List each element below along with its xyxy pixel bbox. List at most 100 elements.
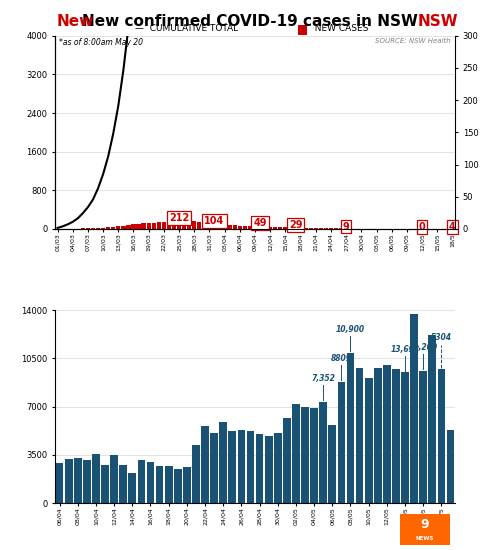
Bar [238,430,245,503]
Text: 5304: 5304 [431,333,452,343]
Bar [338,382,345,503]
Bar [324,228,328,229]
Bar [294,228,298,229]
Bar [428,335,436,503]
Bar [274,433,281,503]
Bar [172,220,176,229]
Bar [273,227,278,229]
Bar [197,222,202,229]
Bar [201,426,209,503]
Bar [174,469,182,503]
Bar [146,462,154,503]
Text: New: New [56,14,94,29]
Bar [110,455,118,503]
Bar [167,221,171,229]
Bar [283,227,288,229]
Text: 104: 104 [204,216,225,226]
Bar [156,222,161,229]
Bar [142,223,146,229]
Bar [310,408,318,503]
Bar [278,227,282,229]
Bar [248,226,252,229]
Bar [246,432,254,503]
Bar [374,368,382,503]
Text: NEW CASES: NEW CASES [309,24,368,33]
Bar [420,371,427,503]
Bar [304,228,308,229]
Text: 7,352: 7,352 [311,374,335,383]
Bar [96,228,100,229]
Text: 49: 49 [254,218,267,228]
Bar [320,402,327,503]
Bar [222,225,227,229]
Bar [263,227,268,229]
Text: 9: 9 [420,518,430,531]
Bar [318,228,323,229]
Text: 212: 212 [169,213,189,223]
Bar [301,406,309,503]
Bar [92,454,100,503]
Bar [228,432,236,503]
Text: 29: 29 [289,221,302,230]
Bar [101,465,109,503]
Bar [74,458,82,503]
Bar [152,223,156,229]
Text: NSW: NSW [418,14,458,29]
Bar [208,223,212,229]
Bar [116,226,120,229]
Bar [65,459,72,503]
Bar [128,473,136,503]
Text: 8809: 8809 [331,354,352,363]
Text: 10,900: 10,900 [336,325,365,334]
Bar [288,228,292,229]
Bar [268,227,272,229]
Bar [228,225,232,229]
Bar [298,228,302,229]
Text: 0: 0 [418,222,426,232]
Text: 12,200: 12,200 [408,343,438,352]
Bar [106,227,110,229]
Bar [83,460,90,503]
Bar [258,227,262,229]
Bar [86,228,90,229]
Bar [232,226,237,229]
Bar [138,460,145,503]
Bar [218,224,222,229]
Bar [329,228,333,229]
Bar [202,222,206,229]
Bar [136,224,140,229]
Bar [91,228,95,229]
Bar [410,314,418,503]
Text: 13,692: 13,692 [390,344,420,354]
Bar [121,226,126,229]
Bar [183,468,190,503]
Bar [334,228,338,229]
Bar [187,221,192,229]
Bar [256,434,264,503]
Text: NEWS: NEWS [416,536,434,541]
Text: New confirmed COVID-19 cases in NSW: New confirmed COVID-19 cases in NSW [82,14,418,29]
Bar [177,219,181,229]
Bar [165,466,172,503]
Bar [365,378,372,503]
Bar [283,417,290,503]
Bar [392,370,400,503]
Bar [192,222,196,229]
Bar [356,368,364,503]
Bar [253,227,257,229]
Bar [212,224,216,229]
Text: —  CUMULATIVE TOTAL: — CUMULATIVE TOTAL [135,24,238,33]
Bar [146,223,151,229]
Bar [308,228,313,229]
Bar [210,433,218,503]
Bar [383,365,390,503]
Text: 4: 4 [449,222,456,233]
Bar [101,228,105,229]
Text: 9: 9 [343,222,349,232]
Bar [446,430,454,503]
Bar [314,228,318,229]
Bar [156,466,164,503]
Bar [120,465,127,503]
Text: SOURCE: NSW Health: SOURCE: NSW Health [375,38,451,43]
Bar [346,353,354,503]
